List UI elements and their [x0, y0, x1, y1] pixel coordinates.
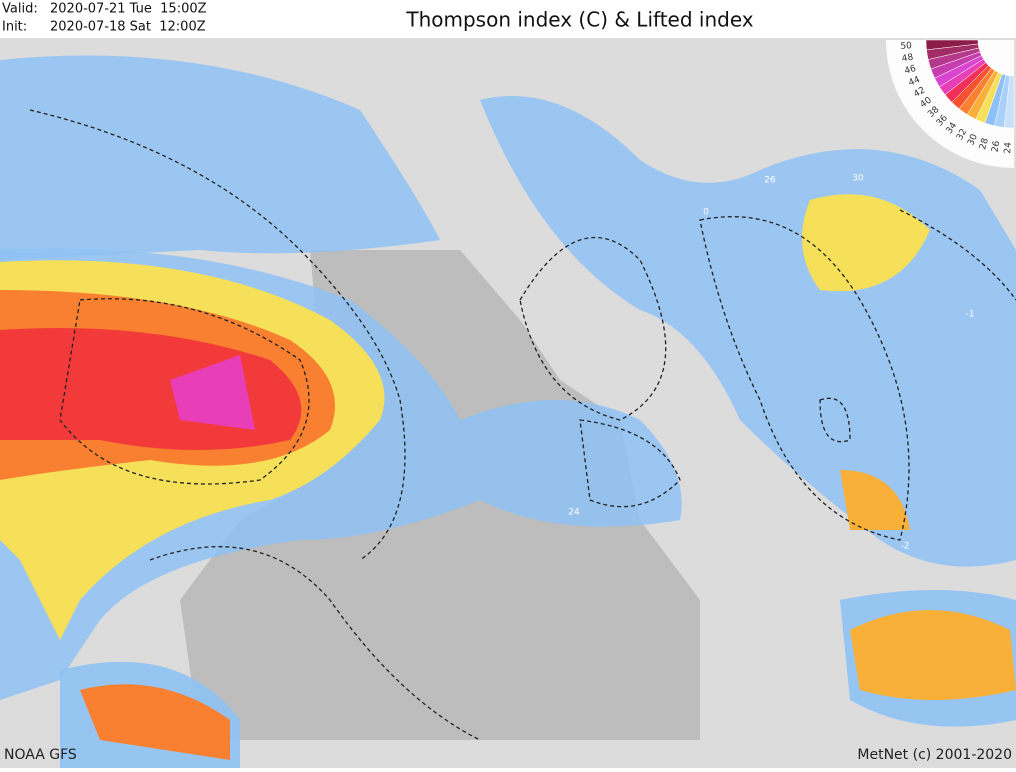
- orange-area: [850, 610, 1016, 700]
- legend-label: 26: [991, 140, 1003, 153]
- legend-swatch: [1003, 75, 1015, 129]
- contour-label: -2: [901, 542, 910, 552]
- header-bar: [0, 0, 1016, 38]
- legend-label: 48: [901, 53, 914, 65]
- legend-label: 24: [1003, 142, 1014, 154]
- legend-label: 42: [912, 86, 927, 100]
- blue-area: [0, 55, 440, 260]
- magenta-area: [170, 355, 255, 430]
- orange-area: [840, 470, 910, 530]
- orange-area: [80, 684, 230, 760]
- valid-label: Valid:: [2, 2, 38, 17]
- contour-label: 24: [568, 508, 580, 518]
- legend-label: 50: [900, 41, 912, 52]
- credit: MetNet (c) 2001-2020: [857, 747, 1012, 763]
- contour-label: 30: [852, 174, 864, 184]
- legend-label: 46: [903, 64, 917, 77]
- legend-label: 32: [955, 127, 969, 142]
- legend-label: 30: [966, 133, 980, 148]
- contours: [29, 109, 1016, 741]
- legend-label: 44: [907, 75, 922, 89]
- valid-time: 2020-07-21 Tue 15:00Z: [50, 2, 207, 17]
- contour-label: -1: [966, 310, 975, 320]
- contour-label: 26: [764, 176, 776, 186]
- init-time: 2020-07-18 Sat 12:00Z: [50, 20, 206, 35]
- source: NOAA GFS: [4, 747, 77, 763]
- title: Thompson index (C) & Lifted index: [405, 8, 753, 32]
- legend-label: 28: [978, 137, 991, 151]
- contour-label: 0: [703, 208, 709, 218]
- map-labels: 26 30 0 -1 -2 24: [568, 174, 974, 552]
- yellow-area: [802, 194, 930, 292]
- init-label: Init:: [2, 20, 27, 35]
